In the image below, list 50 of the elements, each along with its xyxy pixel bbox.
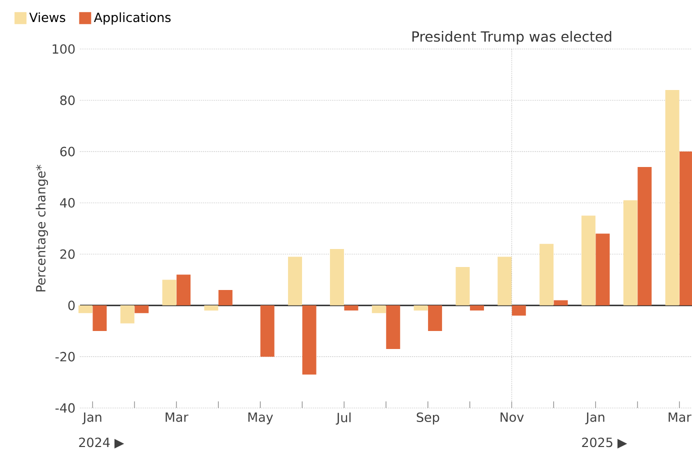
bar (162, 280, 176, 306)
text: 2024 ▶ (79, 438, 124, 449)
bar (204, 305, 218, 311)
bar (428, 305, 442, 332)
x-tick-label: Jan (585, 412, 604, 424)
bar (78, 305, 92, 314)
text: 2025 ▶ (582, 438, 628, 449)
bar (260, 305, 274, 357)
bar (638, 166, 652, 306)
y-tick-label: 100 (52, 44, 75, 54)
bar (498, 256, 512, 306)
bar (540, 244, 554, 306)
bar (176, 274, 191, 306)
y-tick-label: 80 (60, 95, 75, 106)
bar (456, 266, 470, 306)
x-tick-label: May (248, 412, 273, 424)
bar (512, 305, 526, 316)
x-tick-label: Jan (82, 412, 102, 424)
x-tick-label: Jul (336, 412, 351, 425)
bar (623, 200, 638, 306)
bar (330, 249, 344, 306)
bar (288, 256, 302, 306)
bar (665, 90, 680, 306)
y-tick-label: 0 (68, 300, 75, 310)
bar (414, 305, 428, 311)
y-axis-title: Percentage change* (36, 164, 48, 292)
bar (554, 300, 568, 306)
y-tick-label: 60 (60, 146, 75, 156)
x-tick-label: Sep (416, 412, 440, 425)
bar (134, 305, 149, 314)
bar (302, 305, 316, 375)
bar (120, 305, 134, 324)
x-tick-label: Nov (500, 412, 524, 422)
legend-label: Applications (94, 12, 171, 25)
bar (92, 305, 107, 332)
bar (372, 305, 386, 314)
bar (470, 305, 484, 311)
bar (218, 290, 232, 306)
bar (386, 305, 400, 350)
y-tick-label: -40 (55, 403, 75, 413)
x-tick-label: Mar (166, 412, 188, 422)
bar (344, 305, 358, 311)
y-tick-label: -20 (55, 352, 75, 362)
y-tick-label: 40 (60, 198, 75, 208)
x-tick-label: Mar (668, 412, 692, 422)
bar (581, 216, 596, 306)
bar (596, 234, 610, 306)
ref-line-label: President Trump was elected (412, 30, 612, 44)
legend-label: Views (29, 12, 66, 22)
y-tick-label: 20 (60, 249, 75, 259)
